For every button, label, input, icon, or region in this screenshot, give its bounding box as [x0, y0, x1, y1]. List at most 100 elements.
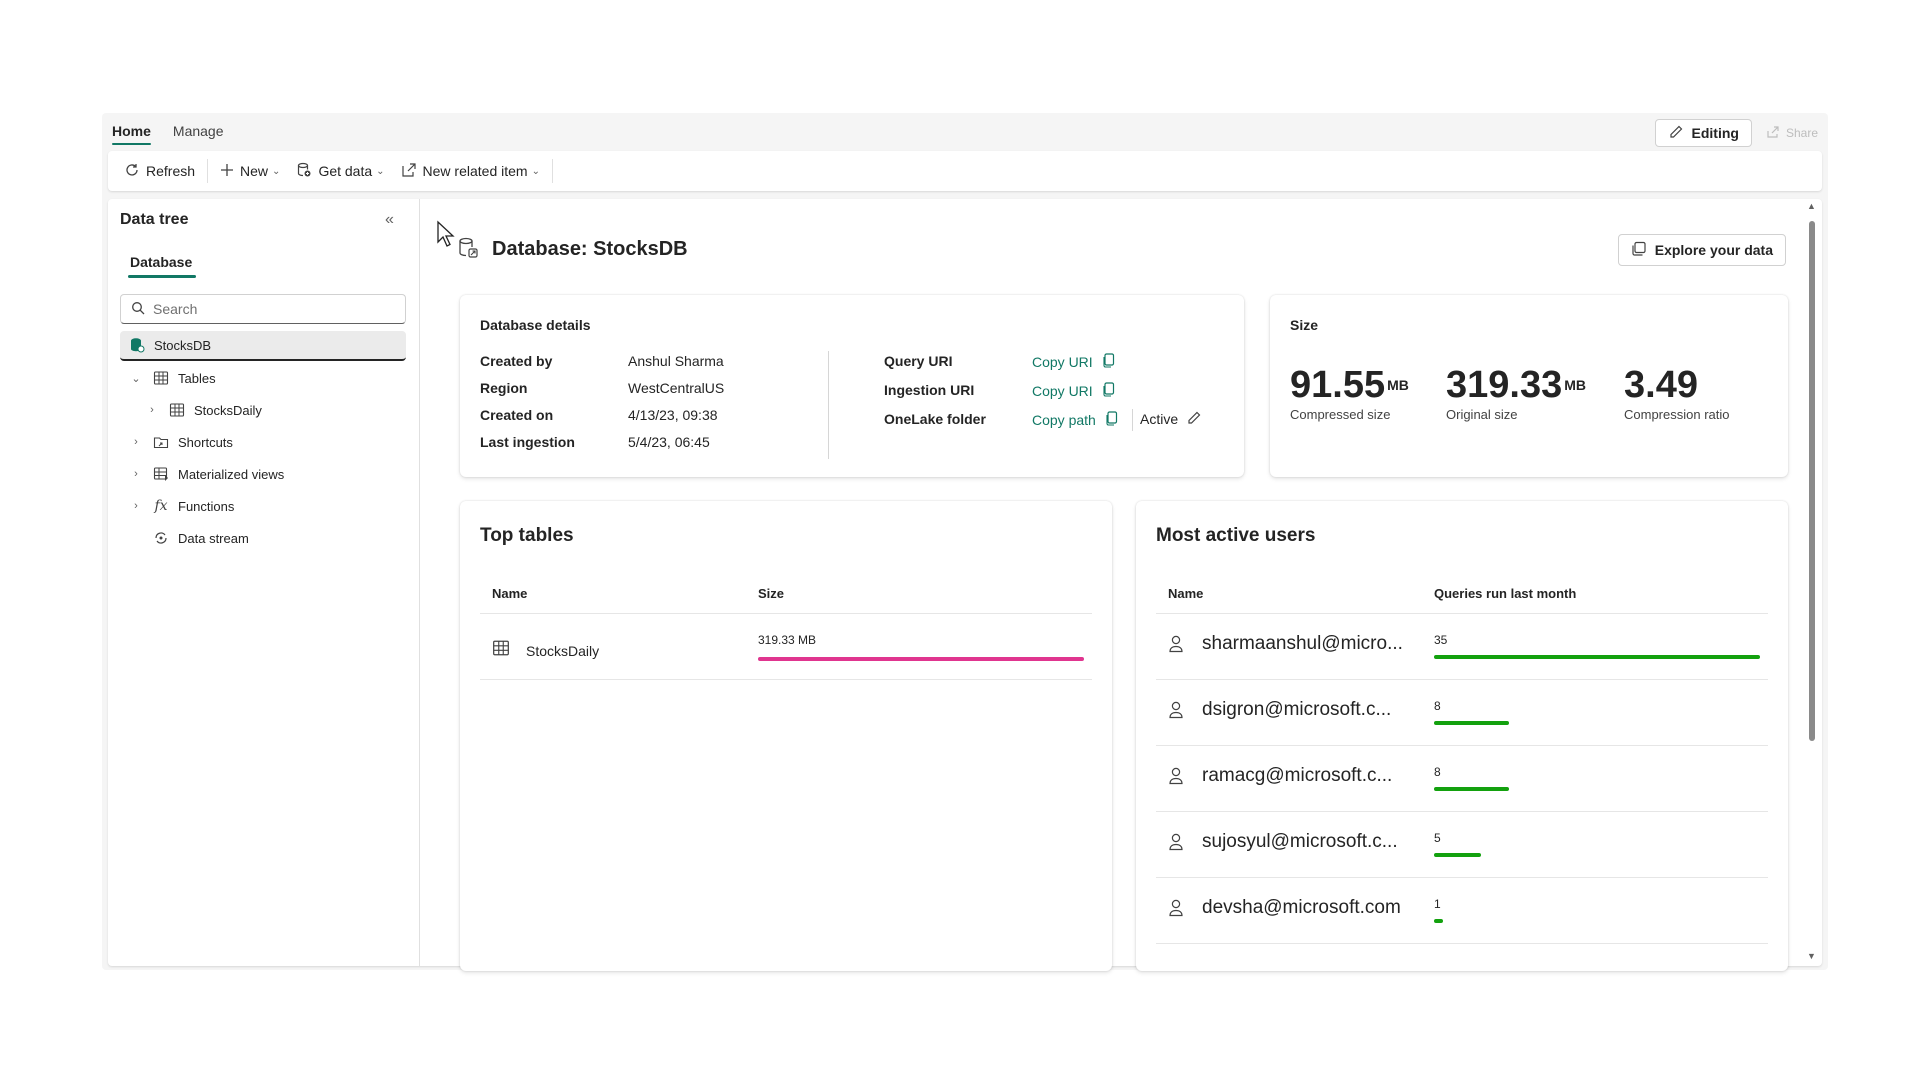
search-input[interactable]: [153, 301, 383, 317]
user-query-count: 35: [1434, 633, 1448, 647]
tree-node-label: Shortcuts: [178, 434, 233, 450]
user-query-bar: [1434, 655, 1760, 659]
open-external-icon: [401, 162, 417, 181]
data-tree-title: Data tree: [120, 211, 189, 228]
region-label: Region: [480, 380, 528, 396]
editing-button[interactable]: Editing: [1654, 119, 1752, 147]
most-active-users-card: Most active users Name Queries run last …: [1136, 501, 1788, 971]
active-users-queries-header: Queries run last month: [1434, 586, 1577, 601]
copy-ingestion-uri-link[interactable]: Copy URI: [1032, 382, 1115, 400]
tree-node-shortcuts[interactable]: › Shortcuts: [120, 427, 406, 457]
main-panel: Data tree « Database StocksDB ⌄: [108, 199, 1822, 971]
user-row[interactable]: sujosyul@microsoft.c... 5: [1156, 811, 1772, 877]
row-divider: [1156, 679, 1768, 680]
user-row[interactable]: devsha@microsoft.com 1: [1156, 877, 1772, 943]
explore-your-data-button[interactable]: Explore your data: [1617, 234, 1786, 266]
onelake-divider: [1132, 409, 1133, 431]
user-row[interactable]: dsigron@microsoft.c... 8: [1156, 679, 1772, 745]
new-related-label: New related item: [422, 163, 528, 179]
top-table-size: 319.33 MB: [758, 633, 817, 647]
user-query-count: 1: [1434, 897, 1441, 911]
page-title: Database: StocksDB: [492, 238, 688, 260]
app-window: Home Manage Editing Share Refresh: [102, 113, 1828, 971]
active-users-name-header: Name: [1168, 586, 1204, 601]
copy-onelake-path-link[interactable]: Copy path: [1032, 411, 1118, 429]
new-label: New: [240, 163, 269, 179]
copy-uri-label: Copy URI: [1032, 354, 1093, 370]
share-button[interactable]: Share: [1766, 125, 1818, 142]
tree-search[interactable]: [120, 294, 406, 324]
tab-database[interactable]: Database: [127, 254, 197, 278]
row-divider: [1156, 811, 1768, 812]
copy-query-uri-link[interactable]: Copy URI: [1032, 353, 1115, 371]
compression-ratio-value: 3.49: [1624, 364, 1698, 406]
chevron-right-icon[interactable]: ›: [134, 468, 138, 480]
user-query-bar: [1434, 853, 1481, 857]
tab-home[interactable]: Home: [112, 113, 151, 149]
scroll-down-icon[interactable]: ▼: [1807, 951, 1816, 961]
chevron-right-icon[interactable]: ›: [134, 500, 138, 512]
scroll-up-icon[interactable]: ▲: [1807, 201, 1816, 211]
details-divider: [828, 351, 829, 459]
content-scrollbar[interactable]: ▲ ▼: [1806, 199, 1818, 966]
row-divider: [1156, 745, 1768, 746]
chevron-right-icon[interactable]: ›: [150, 404, 154, 416]
query-uri-label: Query URI: [884, 353, 953, 369]
database-add-icon: [296, 162, 312, 181]
header-divider: [480, 613, 1092, 614]
tree-node-functions[interactable]: › fx Functions: [120, 491, 406, 521]
chevron-down-icon[interactable]: ⌄: [131, 372, 141, 385]
user-query-count: 8: [1434, 699, 1441, 713]
size-card: Size 91.55 MB Compressed size 319.33 MB Or…: [1270, 295, 1788, 477]
mouse-cursor-icon: [436, 220, 458, 251]
top-tables-card: Top tables Name Size StocksDaily 319.33 …: [460, 501, 1112, 971]
refresh-button[interactable]: Refresh: [116, 156, 203, 186]
toolbar-divider: [207, 159, 209, 183]
user-row[interactable]: ramacg@microsoft.c... 8: [1156, 745, 1772, 811]
tree-node-stocksdaily[interactable]: › StocksDaily: [120, 395, 406, 425]
user-query-count: 5: [1434, 831, 1441, 845]
user-row[interactable]: sharmaanshul@micro... 35: [1156, 613, 1772, 679]
ingestion-uri-label: Ingestion URI: [884, 382, 975, 398]
tab-manage[interactable]: Manage: [172, 123, 224, 139]
compression-ratio-metric: 3.49 Compression ratio: [1624, 365, 1730, 422]
top-tables-name-header: Name: [492, 586, 528, 601]
person-icon: [1168, 767, 1184, 788]
top-tables-title: Top tables: [480, 525, 574, 546]
copy-icon: [1106, 411, 1118, 429]
user-query-bar: [1434, 919, 1443, 923]
scrollbar-thumb[interactable]: [1809, 221, 1815, 741]
tree-node-materialized-views[interactable]: › Materialized views: [120, 459, 406, 489]
get-data-button[interactable]: Get data ⌄: [288, 156, 392, 186]
tree-node-label: Functions: [178, 498, 235, 514]
person-icon: [1168, 899, 1184, 920]
explore-icon: [1631, 241, 1647, 260]
ribbon-toolbar: Refresh New ⌄ Get data ⌄ New related ite…: [108, 151, 1822, 191]
table-icon: [492, 639, 510, 660]
user-name: dsigron@microsoft.c...: [1202, 699, 1392, 720]
database-details-title: Database details: [480, 317, 591, 333]
get-data-label: Get data: [318, 163, 373, 179]
table-icon: [152, 369, 170, 387]
created-by-label: Created by: [480, 353, 553, 369]
chevron-right-icon[interactable]: ›: [134, 436, 138, 448]
new-related-item-button[interactable]: New related item ⌄: [393, 156, 548, 186]
copy-path-label: Copy path: [1032, 412, 1096, 428]
user-query-count: 8: [1434, 765, 1441, 779]
collapse-pane-icon[interactable]: «: [385, 211, 394, 228]
edit-pencil-icon[interactable]: [1186, 410, 1202, 429]
tree-node-stocksdb[interactable]: StocksDB: [120, 331, 406, 361]
materialized-view-icon: [152, 465, 170, 483]
refresh-icon: [124, 162, 140, 181]
search-icon: [131, 301, 145, 318]
original-size-label: Original size: [1446, 407, 1518, 422]
function-icon: fx: [154, 498, 168, 514]
top-tabs: Home Manage: [112, 113, 224, 149]
last-ingestion-value: 5/4/23, 06:45: [628, 434, 710, 450]
user-name: sharmaanshul@micro...: [1202, 633, 1403, 654]
new-button[interactable]: New ⌄: [212, 156, 288, 186]
tree-node-data-stream[interactable]: Data stream: [120, 523, 406, 553]
compression-ratio-label: Compression ratio: [1624, 407, 1730, 422]
tree-node-tables[interactable]: ⌄ Tables: [120, 363, 406, 393]
compressed-size-metric: 91.55 MB Compressed size: [1290, 365, 1409, 422]
